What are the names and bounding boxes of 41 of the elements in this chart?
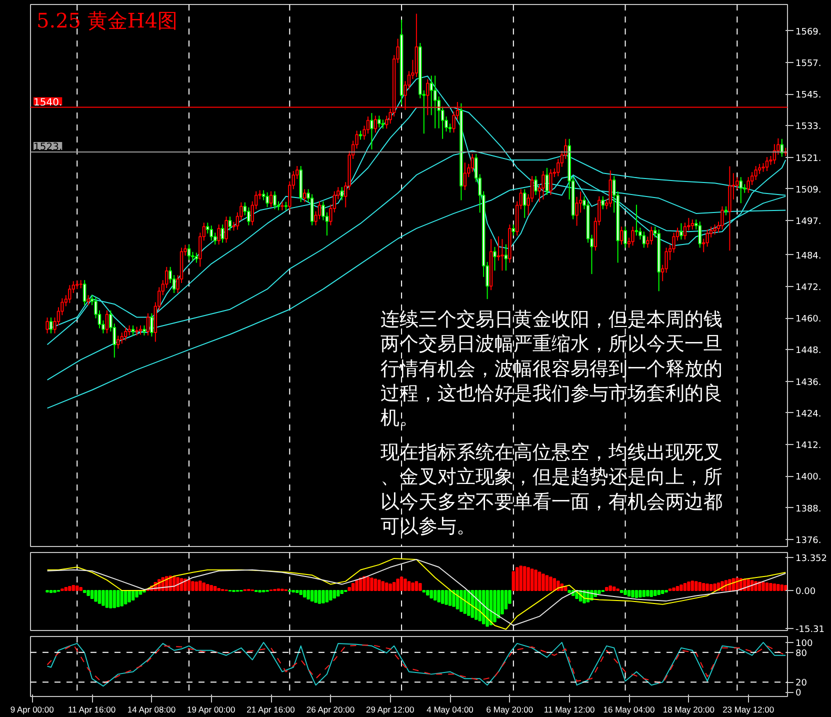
y-tick-label: 1509. <box>796 185 822 196</box>
x-tick-label: 26 Apr 20:00 <box>306 704 355 714</box>
ref-line-label: 1540. <box>34 97 62 108</box>
y-tick-label: 1497. <box>796 217 822 228</box>
x-tick-label: 6 May 20:00 <box>486 704 534 714</box>
y-tick-label: 20 <box>796 678 808 689</box>
y-tick-label: 80 <box>796 648 808 659</box>
y-tick-label: 1424. <box>796 409 822 420</box>
y-tick-label: 0 <box>796 688 802 699</box>
y-tick-label: 1484. <box>796 251 822 262</box>
y-tick-label: 1569. <box>796 27 822 38</box>
x-tick-label: 18 May 20:00 <box>662 704 715 714</box>
x-tick-label: 29 Apr 12:00 <box>366 704 414 714</box>
y-tick-label: 1472. <box>796 282 822 293</box>
y-tick-label: 1436. <box>796 378 822 388</box>
x-tick-label: 4 May 04:00 <box>426 704 474 714</box>
x-tick-label: 9 Apr 00:00 <box>10 704 54 714</box>
y-tick-label: 1376. <box>796 536 822 546</box>
x-tick-label: 16 May 04:00 <box>603 704 656 714</box>
x-tick-label: 11 May 12:00 <box>544 704 596 714</box>
y-tick-label: 1400. <box>796 472 822 483</box>
y-tick-label: 1557. <box>796 58 822 69</box>
y-tick-label: 1388. <box>796 504 822 514</box>
y-tick-label: 0.00 <box>796 587 816 598</box>
y-tick-label: 1448. <box>796 346 822 356</box>
y-tick-label: 100 <box>796 638 813 649</box>
chart-title: 5.25 黄金H4图 <box>36 8 178 32</box>
ref-line-label: 1523. <box>34 142 62 154</box>
y-tick-label: 1521. <box>796 154 822 164</box>
x-tick-label: 19 Apr 00:00 <box>187 704 236 714</box>
x-tick-label: 11 Apr 16:00 <box>68 704 116 714</box>
y-tick-label: -15.31 <box>796 625 825 636</box>
y-tick-label: 1460. <box>796 314 822 325</box>
y-tick-label: 13.352 <box>796 554 827 564</box>
annotation: 现在指标系统在高位悬空，均线出现死叉、金叉对立现象，但是趋势还是向上，所以今天多空不要单看一面，有机会两边都可以参与。 <box>380 442 722 538</box>
y-tick-label: 1545. <box>796 90 822 101</box>
x-tick-label: 23 May 12:00 <box>722 704 774 714</box>
x-tick-label: 21 Apr 16:00 <box>246 704 296 714</box>
x-tick-label: 14 Apr 08:00 <box>127 704 176 714</box>
y-tick-label: 1412. <box>796 441 822 452</box>
y-tick-label: 1533. <box>796 122 822 132</box>
